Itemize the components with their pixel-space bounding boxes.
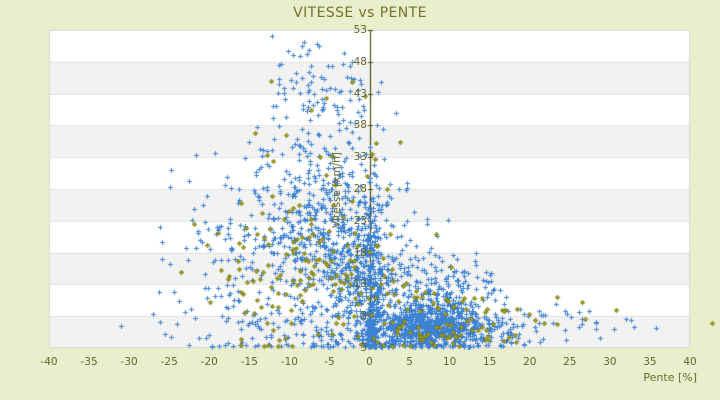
x-tick-label: -35	[80, 356, 98, 368]
x-tick-label: -15	[240, 356, 258, 368]
x-tick-label: 25	[563, 356, 577, 368]
y-tick-label: 43	[353, 87, 367, 100]
x-tick-label: 5	[406, 356, 413, 368]
y-tick-label: 48	[353, 55, 367, 68]
x-tick-label: 10	[442, 356, 457, 368]
y-tick-label: 8	[360, 310, 367, 323]
x-tick-label: -10	[280, 356, 298, 368]
x-tick-label: 20	[523, 356, 537, 368]
x-tick-label: -40	[40, 356, 58, 368]
x-tick-label: 35	[643, 356, 657, 368]
y-tick-label: 13	[353, 278, 367, 291]
chart-title: VITESSE vs PENTE	[293, 5, 427, 21]
x-tick-label: -20	[200, 356, 218, 368]
x-tick-label: -5	[324, 356, 335, 368]
y-tick-label: 3	[360, 342, 367, 354]
x-tick-label: 40	[683, 356, 697, 368]
x-axis-title: Pente [%]	[643, 371, 697, 384]
y-tick-label: 28	[353, 183, 367, 195]
x-tick-label: 30	[603, 356, 617, 368]
y-tick-label: 38	[353, 119, 367, 132]
x-tick-label: -30	[120, 356, 138, 368]
x-tick-label: 15	[483, 356, 497, 368]
y-tick-label: 33	[353, 151, 367, 164]
x-tick-label: -25	[160, 356, 178, 368]
y-tick-label: 53	[353, 24, 367, 36]
x-tick-label: 0	[366, 356, 373, 368]
y-tick-label: 23	[353, 214, 367, 227]
y-tick-label: 18	[353, 246, 367, 259]
